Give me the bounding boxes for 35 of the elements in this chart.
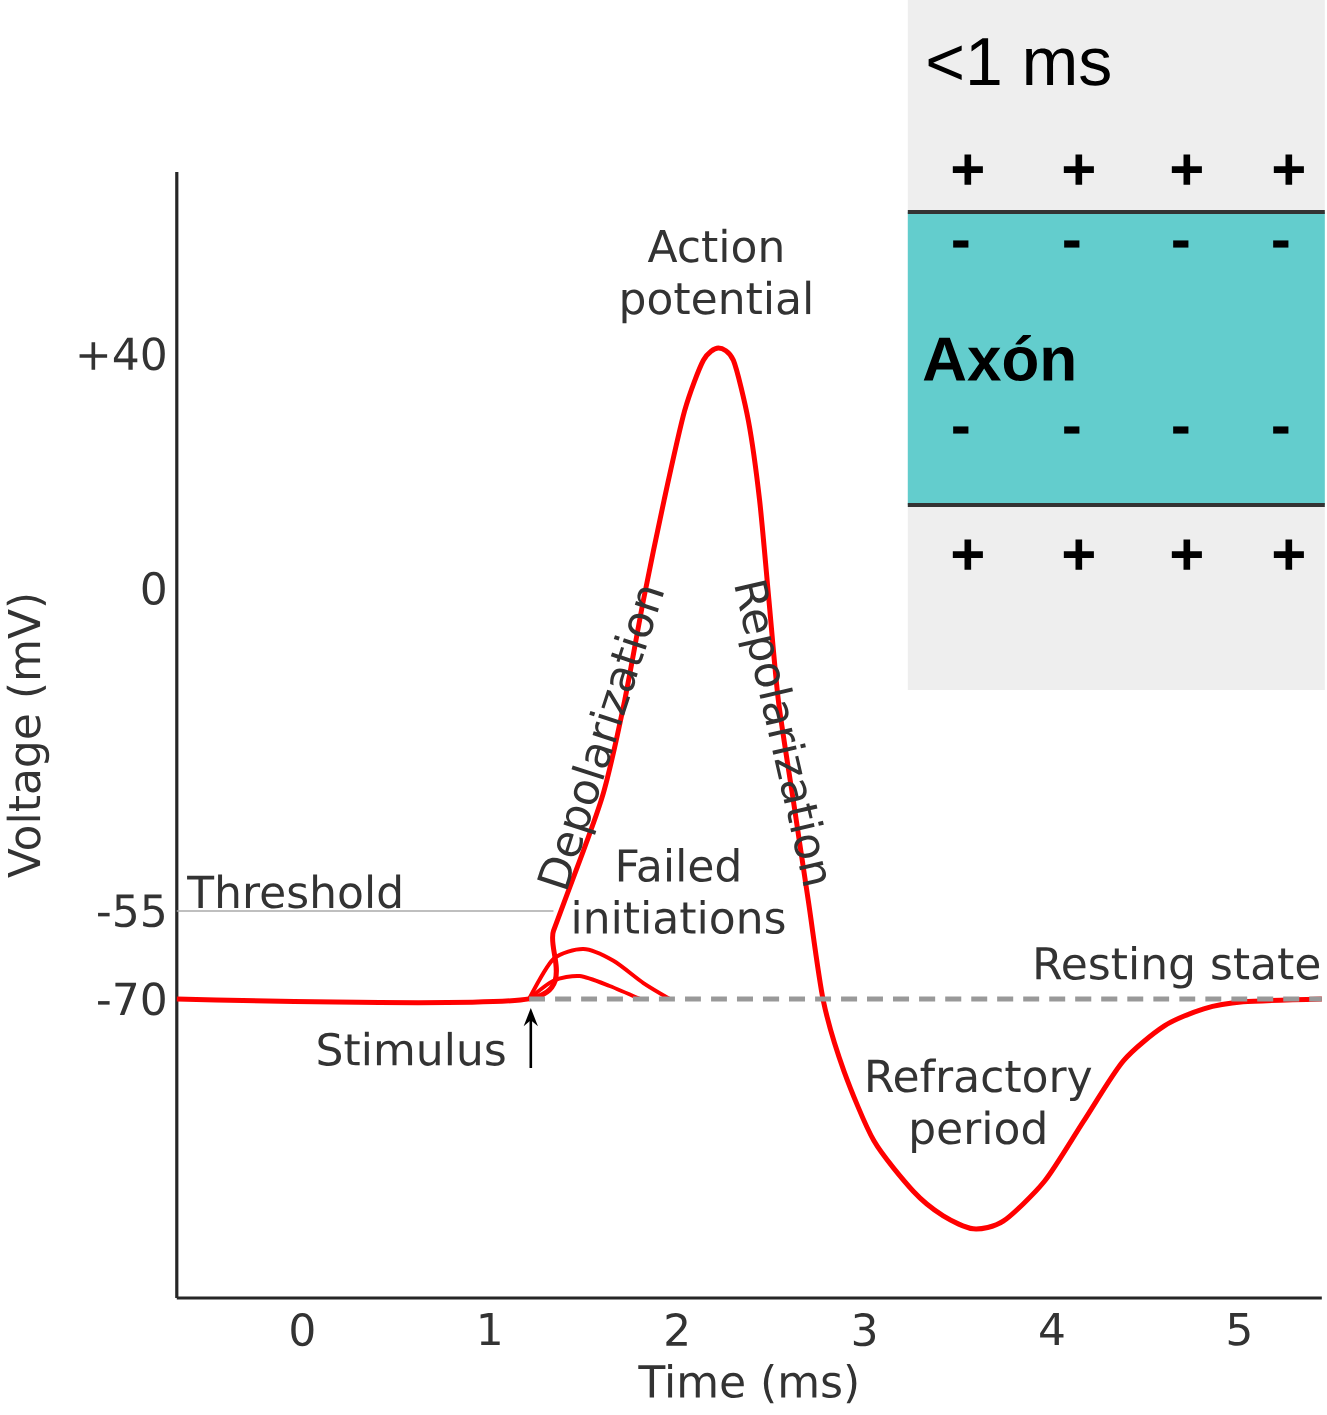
x-tick-label: 1 [480,1313,500,1346]
annotation: - [1273,426,1289,434]
y-axis-title: Voltage (mV) [6,595,50,878]
annotation: Action potential [622,228,811,324]
series-label: Threshold [187,874,401,909]
x-tick-label: 5 [1228,1313,1250,1346]
annotation: Stimulus [318,1031,505,1066]
annotation: - [953,240,969,248]
annotation: - [1064,240,1080,248]
annotation: + [1273,154,1304,185]
annotation: + [952,539,983,570]
annotation: - [1173,426,1189,434]
annotation: - [1273,240,1289,248]
x-axis-title: Time (ms) [638,1363,857,1404]
y-tick-label: +40 [79,337,165,371]
annotation: + [952,154,983,185]
annotation: + [1171,539,1202,570]
y-tick-label: -55 [98,894,165,928]
annotation: + [1063,539,1094,570]
annotation: - [1064,426,1080,434]
x-tick-label: 4 [1040,1313,1064,1346]
annotation: + [1171,154,1202,185]
y-tick-label: 0 [142,571,165,606]
text: <1 ms [928,38,1110,86]
x-tick-label: 3 [854,1313,876,1347]
y-tick-label: -70 [98,982,165,1016]
annotation: Refractory period [868,1058,1092,1154]
annotation: - [1173,240,1189,248]
annotation: Axón [923,334,1074,382]
annotation: - [953,426,969,434]
annotation: Resting state [1036,945,1320,989]
x-tick-label: 2 [666,1313,687,1346]
annotation: + [1063,154,1094,185]
x-tick-label: 0 [291,1313,314,1347]
annotation: + [1273,539,1304,570]
